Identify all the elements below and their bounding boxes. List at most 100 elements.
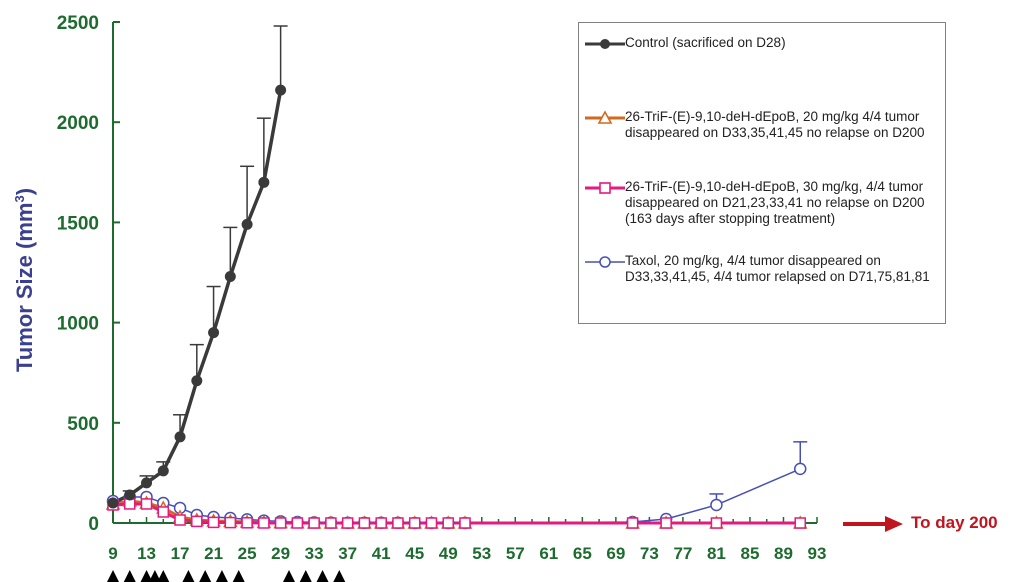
treatment-day-marker xyxy=(316,570,329,582)
legend-symbol-control xyxy=(585,39,625,49)
x-tick-label: 65 xyxy=(573,544,592,563)
treatment-day-marker xyxy=(283,570,295,582)
data-point xyxy=(224,516,237,529)
data-point xyxy=(358,517,371,529)
data-point xyxy=(793,462,807,476)
data-point xyxy=(442,517,454,529)
x-tick-label: 49 xyxy=(439,544,458,563)
x-tick-label: 33 xyxy=(305,544,324,563)
data-point xyxy=(208,327,220,339)
y-tick-label: 2000 xyxy=(57,113,99,134)
x-tick-label: 21 xyxy=(204,544,223,563)
y-tick-label: 0 xyxy=(88,514,99,535)
treatment-day-marker xyxy=(140,570,153,582)
data-point xyxy=(794,517,806,529)
data-point xyxy=(140,498,153,510)
legend-symbol-30mgkg xyxy=(585,182,625,194)
legend-label-taxol: Taxol, 20 mg/kg, 4/4 tumor disappeared o… xyxy=(625,253,930,284)
data-point xyxy=(425,517,438,529)
legend-label-control: Control (sacrificed on D28) xyxy=(625,35,786,50)
legend-symbol-20mgkg xyxy=(585,110,625,124)
y-axis-label-superscript: 3 xyxy=(11,195,27,203)
data-point xyxy=(392,517,404,529)
legend-symbol-taxol xyxy=(585,256,625,268)
x-tick-label: 85 xyxy=(740,544,759,563)
data-point xyxy=(258,517,270,529)
data-point xyxy=(291,517,304,529)
data-point xyxy=(626,517,639,529)
x-tick-label: 25 xyxy=(238,544,257,563)
y-axis-label-text: Tumor Size (mm xyxy=(12,202,38,373)
data-point xyxy=(124,489,136,501)
treatment-day-marker xyxy=(148,570,161,582)
to-day-200-label: To day 200 xyxy=(911,513,998,532)
data-point xyxy=(241,517,253,529)
data-point xyxy=(710,517,723,529)
data-point xyxy=(191,515,203,528)
x-tick-label: 61 xyxy=(539,544,558,563)
x-tick-label: 57 xyxy=(506,544,525,563)
data-point xyxy=(660,517,672,529)
data-point xyxy=(157,506,170,518)
y-tick-label: 1000 xyxy=(57,314,99,335)
data-point xyxy=(124,498,136,510)
treatment-day-marker xyxy=(123,570,136,582)
x-tick-label: 73 xyxy=(640,544,659,563)
treatment-day-marker xyxy=(215,570,228,582)
data-point xyxy=(710,498,723,512)
data-point xyxy=(207,516,220,529)
y-axis-label-close: ) xyxy=(12,187,38,196)
x-tick-label: 29 xyxy=(271,544,290,563)
to-day-200-annotation: To day 200 xyxy=(843,512,1018,536)
legend: Control (sacrificed on D28) 26-TriF-(E)-… xyxy=(578,22,946,324)
treatment-day-marker xyxy=(232,570,245,582)
data-point xyxy=(157,465,169,477)
data-point xyxy=(275,84,287,96)
series-line xyxy=(112,89,283,505)
treatment-markers-layer xyxy=(107,570,346,582)
x-tick-label: 89 xyxy=(774,544,793,563)
treatment-day-marker xyxy=(333,570,346,582)
x-tick-label: 9 xyxy=(108,544,117,563)
y-tick-label: 2500 xyxy=(57,13,99,34)
treatment-day-marker xyxy=(157,570,170,582)
data-point xyxy=(191,375,203,387)
treatment-day-marker xyxy=(107,570,119,582)
x-tick-label: 37 xyxy=(338,544,357,563)
x-tick-label: 77 xyxy=(673,544,692,563)
x-tick-label: 69 xyxy=(606,544,625,563)
data-point xyxy=(274,517,287,529)
data-point xyxy=(325,517,337,529)
data-point xyxy=(107,497,119,509)
data-point xyxy=(375,517,387,529)
treatment-day-marker xyxy=(199,570,212,582)
x-tick-label: 81 xyxy=(707,544,726,563)
x-tick-label: 45 xyxy=(405,544,424,563)
legend-label-20mgkg: 26-TriF-(E)-9,10-deH-dEpoB, 20 mg/kg 4/4… xyxy=(625,109,925,140)
data-point xyxy=(174,431,186,443)
right-arrow-icon xyxy=(843,516,903,532)
x-tick-label: 41 xyxy=(372,544,391,563)
y-tick-label: 500 xyxy=(67,414,99,435)
data-point xyxy=(308,517,320,529)
markers-layer xyxy=(105,84,808,530)
data-point xyxy=(258,176,270,188)
y-axis-label: Tumor Size (mm3) xyxy=(10,120,40,440)
x-tick-label: 17 xyxy=(171,544,190,563)
data-point xyxy=(459,517,471,529)
data-point xyxy=(241,218,253,230)
x-tick-label: 13 xyxy=(137,544,156,563)
x-tick-label: 93 xyxy=(808,544,827,563)
treatment-day-marker xyxy=(299,570,312,582)
data-point xyxy=(174,514,186,526)
data-point xyxy=(224,271,236,283)
data-point xyxy=(408,517,421,529)
x-tick-label: 53 xyxy=(472,544,491,563)
treatment-day-marker xyxy=(182,570,195,582)
data-point xyxy=(141,477,153,489)
data-point xyxy=(341,517,354,529)
tick-labels-layer: 0 500 1000 1500 2000 2500 9 13 17 21 25 29 33 37 41 45 4… xyxy=(57,13,827,563)
legend-label-30mgkg: 26-TriF-(E)-9,10-deH-dEpoB, 30 mg/kg, 4/… xyxy=(625,179,925,226)
y-tick-label: 1500 xyxy=(57,213,99,234)
